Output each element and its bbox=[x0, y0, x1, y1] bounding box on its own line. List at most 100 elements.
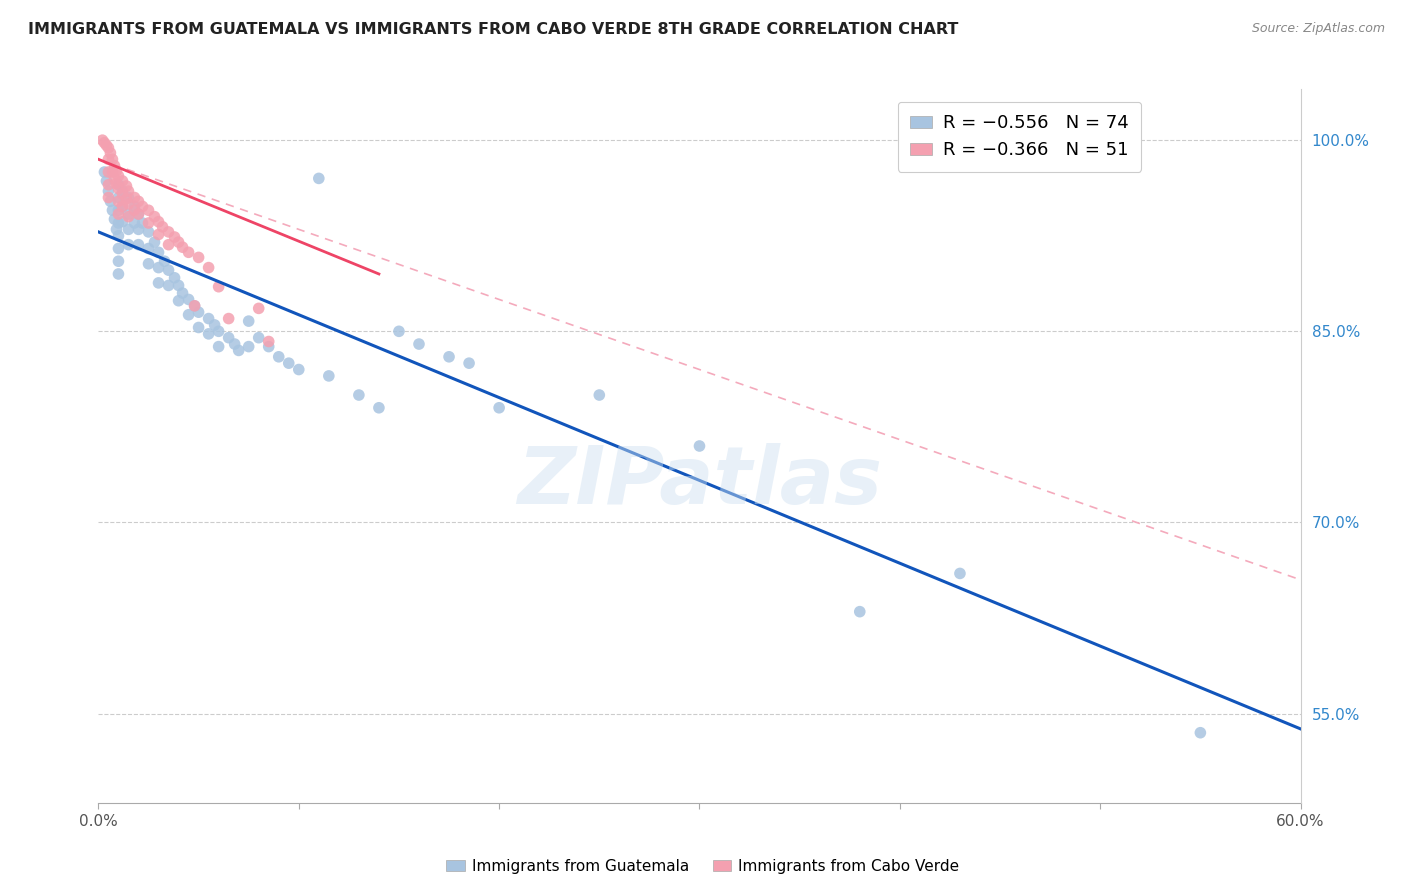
Point bbox=[152, 219, 174, 234]
Point bbox=[107, 207, 129, 221]
Point bbox=[153, 254, 176, 268]
Point bbox=[103, 171, 125, 186]
Point bbox=[177, 308, 200, 322]
Point bbox=[197, 311, 219, 326]
Point bbox=[949, 566, 972, 581]
Point bbox=[218, 311, 240, 326]
Point bbox=[247, 301, 270, 316]
Point bbox=[91, 133, 114, 147]
Point bbox=[849, 605, 872, 619]
Point bbox=[111, 199, 134, 213]
Point bbox=[117, 184, 139, 198]
Point bbox=[157, 278, 180, 293]
Point bbox=[128, 194, 150, 209]
Point bbox=[257, 340, 280, 354]
Point bbox=[107, 254, 129, 268]
Point bbox=[96, 174, 118, 188]
Point bbox=[128, 222, 150, 236]
Point bbox=[167, 278, 190, 293]
Point bbox=[277, 356, 299, 370]
Point bbox=[187, 320, 209, 334]
Point bbox=[93, 136, 115, 150]
Point bbox=[437, 350, 460, 364]
Point bbox=[138, 216, 160, 230]
Point bbox=[388, 324, 411, 338]
Point bbox=[117, 237, 139, 252]
Point bbox=[105, 222, 128, 236]
Point bbox=[177, 245, 200, 260]
Point bbox=[107, 267, 129, 281]
Point bbox=[131, 199, 153, 213]
Point bbox=[148, 260, 170, 275]
Point bbox=[124, 216, 146, 230]
Point bbox=[107, 190, 129, 204]
Point bbox=[107, 242, 129, 256]
Point bbox=[488, 401, 510, 415]
Point bbox=[117, 222, 139, 236]
Point bbox=[172, 286, 194, 301]
Point bbox=[100, 194, 122, 209]
Point bbox=[368, 401, 391, 415]
Point bbox=[97, 190, 120, 204]
Point bbox=[238, 340, 260, 354]
Point bbox=[148, 215, 170, 229]
Point bbox=[347, 388, 370, 402]
Point bbox=[138, 242, 160, 256]
Point bbox=[238, 314, 260, 328]
Point bbox=[97, 184, 120, 198]
Point bbox=[101, 153, 124, 167]
Point bbox=[458, 356, 481, 370]
Point bbox=[97, 141, 120, 155]
Point bbox=[107, 228, 129, 243]
Point bbox=[97, 165, 120, 179]
Point bbox=[128, 207, 150, 221]
Point bbox=[107, 169, 129, 183]
Point bbox=[107, 181, 129, 195]
Point bbox=[257, 334, 280, 349]
Point bbox=[308, 171, 330, 186]
Legend: Immigrants from Guatemala, Immigrants from Cabo Verde: Immigrants from Guatemala, Immigrants fr… bbox=[440, 853, 966, 880]
Point bbox=[208, 324, 231, 338]
Point bbox=[208, 279, 231, 293]
Point bbox=[105, 163, 128, 178]
Point bbox=[247, 331, 270, 345]
Point bbox=[111, 186, 134, 201]
Point bbox=[103, 159, 125, 173]
Point bbox=[187, 305, 209, 319]
Point bbox=[288, 362, 311, 376]
Point bbox=[111, 215, 134, 229]
Point bbox=[138, 203, 160, 218]
Point bbox=[111, 199, 134, 213]
Point bbox=[105, 177, 128, 191]
Point bbox=[117, 210, 139, 224]
Point bbox=[157, 225, 180, 239]
Point bbox=[101, 165, 124, 179]
Point bbox=[115, 192, 138, 206]
Point bbox=[167, 235, 190, 249]
Point bbox=[138, 257, 160, 271]
Point bbox=[224, 337, 246, 351]
Point bbox=[117, 207, 139, 221]
Point bbox=[148, 276, 170, 290]
Point bbox=[128, 207, 150, 221]
Point bbox=[1189, 725, 1212, 739]
Point bbox=[208, 340, 231, 354]
Point bbox=[177, 293, 200, 307]
Point bbox=[408, 337, 430, 351]
Point bbox=[143, 235, 166, 249]
Point bbox=[124, 190, 146, 204]
Text: IMMIGRANTS FROM GUATEMALA VS IMMIGRANTS FROM CABO VERDE 8TH GRADE CORRELATION CH: IMMIGRANTS FROM GUATEMALA VS IMMIGRANTS … bbox=[28, 22, 959, 37]
Point bbox=[143, 210, 166, 224]
Point bbox=[183, 299, 205, 313]
Point bbox=[197, 260, 219, 275]
Point bbox=[107, 203, 129, 218]
Point bbox=[124, 203, 146, 218]
Point bbox=[107, 216, 129, 230]
Point bbox=[115, 179, 138, 194]
Point bbox=[187, 251, 209, 265]
Point bbox=[318, 368, 340, 383]
Point bbox=[131, 216, 153, 230]
Point bbox=[267, 350, 290, 364]
Point bbox=[228, 343, 250, 358]
Point bbox=[117, 197, 139, 211]
